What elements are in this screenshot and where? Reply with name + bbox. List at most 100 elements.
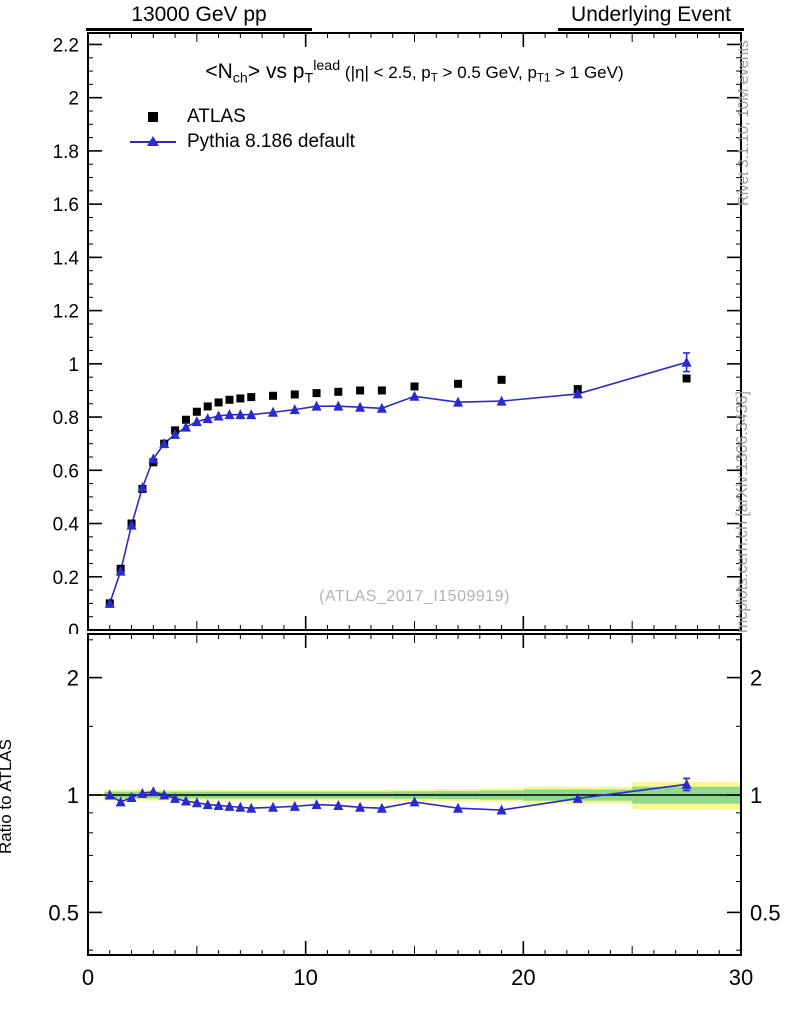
atlas-data-marker (214, 398, 223, 407)
pythia-data-marker (268, 406, 279, 417)
y-axis-tick-label: 2.2 (53, 35, 79, 56)
ratio-tick-label-right: 0.5 (750, 900, 781, 925)
atlas-data-marker (410, 382, 419, 391)
pythia-data-marker (213, 410, 224, 421)
atlas-data-marker (225, 395, 234, 404)
pythia-data-marker (159, 438, 170, 449)
observable-title: <Nch> vs pTlead (205, 58, 341, 87)
ratio-data-marker (104, 789, 115, 800)
ratio-tick-label-left: 1 (67, 783, 79, 808)
pythia-data-marker (289, 404, 300, 415)
ratio-data-marker (409, 796, 420, 807)
title-fragment: > vs p (247, 59, 305, 83)
ratio-data-marker (355, 801, 366, 812)
atlas-data-marker (247, 393, 256, 402)
title-subscript: T (304, 70, 314, 87)
ratio-tick-label-right: 1 (750, 783, 762, 808)
atlas-data-marker (312, 389, 321, 398)
atlas-data-marker (181, 415, 190, 424)
beam-energy-header: 13000 GeV pp (86, 3, 312, 31)
x-axis-tick-label: 20 (511, 965, 535, 990)
x-axis-tick-label: 10 (293, 965, 317, 990)
pythia-data-marker (202, 413, 213, 424)
legend: ATLAS Pythia 8.186 default (130, 104, 355, 154)
atlas-data-marker (192, 407, 201, 416)
y-axis-tick-label: 0.6 (53, 461, 79, 482)
ratio-data-marker (159, 789, 170, 800)
pythia-data-marker (191, 416, 202, 427)
ratio-data-marker (453, 802, 464, 813)
blue-triangle-icon (147, 135, 159, 146)
legend-item-pythia: Pythia 8.186 default (130, 129, 355, 154)
legend-label-pythia: Pythia 8.186 default (187, 130, 355, 152)
pythia-data-marker (137, 482, 148, 493)
title-superscript: lead (313, 58, 341, 74)
pythia-data-marker (235, 409, 246, 420)
ratio-axis-title: Ratio to ATLAS (0, 739, 15, 854)
plot-title: <Nch> vs pTlead (|η| < 2.5, pT > 0.5 GeV… (88, 58, 741, 86)
pythia-data-marker (148, 453, 159, 464)
black-square-icon (148, 111, 158, 122)
y-axis-tick-label: 2 (68, 89, 79, 110)
mcplots-citation-label: mcplots.cern.ch [arXiv:1306.3436] (734, 391, 751, 633)
pythia-data-marker (409, 390, 420, 401)
ratio-data-marker (333, 799, 344, 810)
atlas-data-marker (682, 374, 691, 383)
ratio-data-marker (289, 800, 300, 811)
legend-label-atlas: ATLAS (187, 105, 246, 127)
y-axis-tick-label: 1.2 (53, 302, 79, 323)
pythia-data-marker (681, 356, 692, 367)
atlas-data-marker (290, 390, 299, 399)
pythia-data-marker (115, 565, 126, 576)
pythia-data-marker (224, 409, 235, 420)
beam-energy-label: 13000 GeV pp (131, 3, 267, 26)
y-axis-tick-label: 0.4 (53, 515, 80, 536)
pythia-data-marker (126, 519, 137, 530)
pythia-marker-sample (130, 135, 176, 149)
pythia-data-marker (333, 400, 344, 411)
ratio-data-marker (202, 799, 213, 810)
y-axis-tick-label: 0.2 (53, 568, 79, 589)
ratio-data-marker (376, 802, 387, 813)
atlas-data-marker (236, 394, 245, 403)
ratio-data-marker (235, 801, 246, 812)
atlas-marker-sample (130, 110, 176, 124)
y-axis-tick-label: 1.8 (53, 142, 79, 163)
ratio-tick-label-left: 2 (67, 666, 79, 691)
pythia-data-marker (453, 396, 464, 407)
ratio-data-marker (496, 804, 507, 815)
ratio-data-marker (170, 792, 181, 803)
analysis-group-header: Underlying Event (558, 3, 744, 31)
ratio-data-marker (213, 799, 224, 810)
pythia-data-marker (376, 402, 387, 413)
pythia-data-marker (180, 421, 191, 432)
atlas-data-marker (269, 391, 278, 400)
ratio-tick-label-left: 0.5 (48, 900, 79, 925)
ratio-data-marker (126, 792, 137, 803)
title-subscript: ch (232, 70, 248, 87)
atlas-data-marker (203, 402, 212, 411)
title-fragment: <N (205, 59, 233, 83)
analysis-id-watermark: (ATLAS_2017_I1509919) (319, 588, 510, 605)
analysis-group-label: Underlying Event (571, 3, 731, 26)
ratio-data-marker (268, 801, 279, 812)
atlas-data-marker (356, 386, 365, 395)
atlas-data-marker (377, 386, 386, 395)
y-axis-tick-label: 1.4 (53, 248, 80, 269)
title-subscript: T1 (536, 72, 551, 85)
pythia-data-marker (496, 395, 507, 406)
pythia-data-marker (572, 388, 583, 399)
x-axis-tick-label: 0 (82, 965, 94, 990)
ratio-tick-label-right: 2 (750, 666, 762, 691)
cuts-title: (|η| < 2.5, pT > 0.5 GeV, pT1 > 1 GeV) (340, 62, 624, 85)
y-axis-tick-label: 1.6 (53, 195, 79, 216)
ratio-data-marker (311, 799, 322, 810)
atlas-data-marker (334, 387, 343, 396)
pythia-line (109, 361, 687, 604)
title-subscript: T (430, 72, 438, 85)
ratio-data-marker (224, 800, 235, 811)
y-axis-tick-label: 0 (68, 621, 79, 642)
title-fragment: > 0.5 GeV, p (437, 62, 537, 82)
ratio-data-marker (191, 797, 202, 808)
